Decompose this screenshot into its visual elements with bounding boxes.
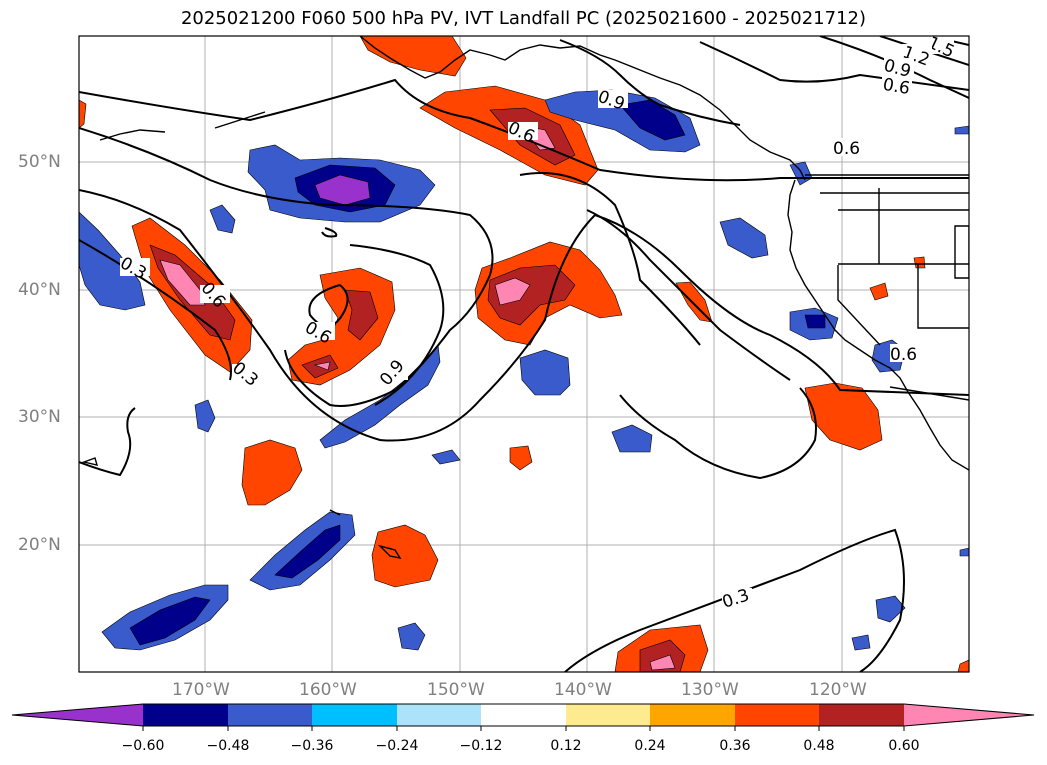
lon-label: 170°W <box>172 680 230 700</box>
colorbar-tick: 0.12 <box>550 738 582 754</box>
colorbar-tick: 0.48 <box>803 738 835 754</box>
lon-label: 150°W <box>427 680 485 700</box>
colorbar-segment <box>650 704 735 726</box>
coastlines <box>81 36 969 560</box>
colorbar-segment <box>312 704 397 726</box>
colorbar-tick: 0.60 <box>888 738 920 754</box>
contour-label: 0.6 <box>833 139 860 159</box>
colorbar-segment <box>143 704 228 726</box>
pos-blob-nw-edge <box>79 99 87 129</box>
map-frame <box>78 35 970 673</box>
neg-blob-west-edge <box>79 211 146 311</box>
contour-label: 0.6 <box>881 75 911 99</box>
lon-label: 120°W <box>809 680 867 700</box>
colorbar-tick: 0.36 <box>719 738 751 754</box>
pos-blob-mid-west <box>241 439 303 506</box>
lon-label: 140°W <box>554 680 612 700</box>
pos-blob-se <box>804 382 883 451</box>
colorbar-segment <box>566 704 650 726</box>
colorbar-segment <box>12 704 143 726</box>
map-title: 2025021200 F060 500 hPa PV, IVT Landfall… <box>180 8 867 29</box>
colorbar-segment <box>819 704 904 726</box>
colorbar-segment <box>481 704 566 726</box>
colorbar-tick: −0.60 <box>121 738 165 754</box>
colorbar-outline <box>11 703 1035 727</box>
lat-label: 40°N <box>18 280 61 300</box>
lon-label: 160°W <box>299 680 357 700</box>
pos-blob-hawaii <box>371 524 439 588</box>
colorbar-tick: −0.12 <box>459 738 503 754</box>
colorbar-segment <box>228 704 312 726</box>
colorbar-tick: −0.48 <box>206 738 250 754</box>
map-plot: 1.5 1.2 0.9 0.6 0.9 0.6 0.6 0.3 0.6 0.3 … <box>78 35 970 673</box>
lat-label: 20°N <box>18 535 61 555</box>
colorbar-tick: 0.24 <box>634 738 666 754</box>
colorbar-segment <box>397 704 481 726</box>
lon-label: 130°W <box>681 680 739 700</box>
lat-label: 30°N <box>18 407 61 427</box>
colorbar-tick: −0.24 <box>375 738 419 754</box>
colorbar-segment <box>735 704 819 726</box>
lat-label: 50°N <box>18 152 61 172</box>
neg-blob-central-streamer <box>319 344 441 449</box>
colorbar-segment <box>904 704 1034 726</box>
contour-label: 0.6 <box>890 345 917 365</box>
colorbar-tick: −0.36 <box>290 738 334 754</box>
